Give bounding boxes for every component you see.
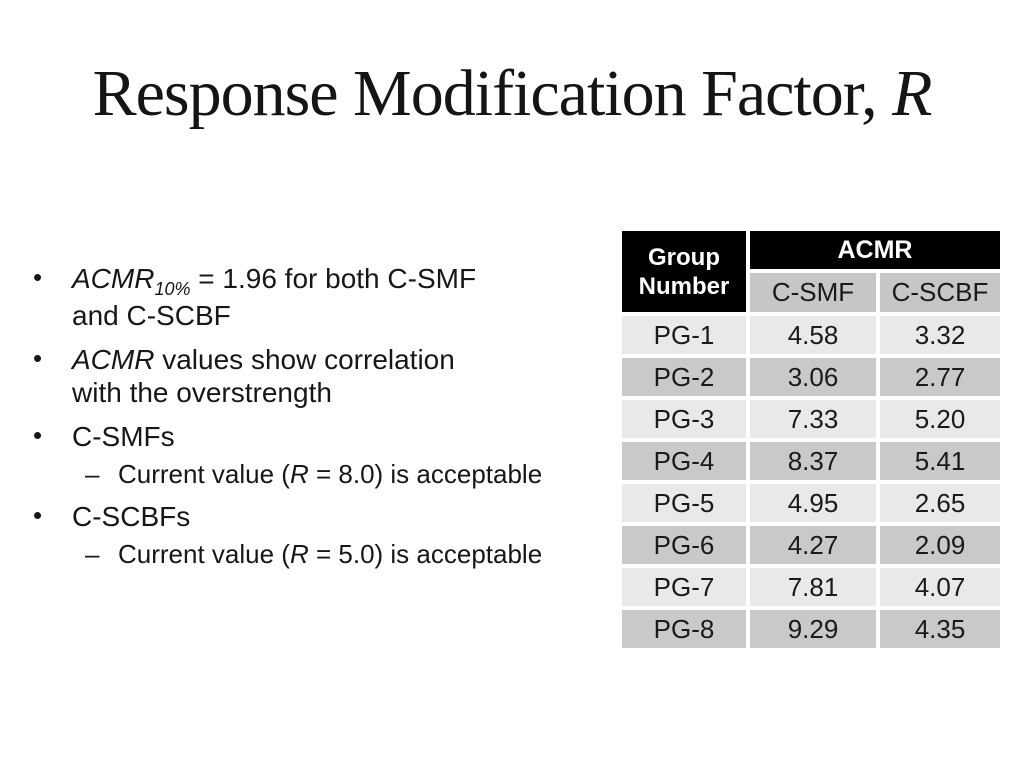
cell-value: 9.29	[750, 610, 876, 648]
bullet-text: ACMR10% = 1.96 for both C-SMF and C-SCBF	[72, 262, 502, 332]
cell-value: 2.77	[880, 358, 1000, 396]
cell-value: 4.35	[880, 610, 1000, 648]
dash-icon: –	[85, 539, 100, 569]
bullet-text: C-SMFs	[72, 421, 175, 452]
sub-text: = 8.0) is acceptable	[308, 459, 543, 489]
table-subheader-cscbf: C-SCBF	[880, 273, 1000, 312]
cell-value: 4.58	[750, 316, 876, 354]
dash-icon: –	[85, 459, 100, 489]
title-symbol: R	[892, 57, 932, 130]
bullet-text: C-SCBFs	[72, 501, 191, 532]
acmr-term: ACMR	[72, 263, 155, 294]
row-label: PG-7	[622, 568, 746, 606]
cell-value: 5.20	[880, 400, 1000, 438]
acmr-subscript: 10%	[154, 279, 191, 299]
cell-value: 3.06	[750, 358, 876, 396]
cell-value: 4.95	[750, 484, 876, 522]
row-label: PG-4	[622, 442, 746, 480]
bullet-text: ACMR values show correlation with the ov…	[72, 343, 502, 409]
row-label: PG-8	[622, 610, 746, 648]
bullet-icon: •	[33, 262, 43, 292]
r-symbol: R	[289, 539, 309, 569]
acmr-term: ACMR	[72, 344, 155, 375]
cell-value: 7.81	[750, 568, 876, 606]
row-label: PG-1	[622, 316, 746, 354]
bullet-icon: •	[33, 343, 43, 373]
row-label: PG-6	[622, 526, 746, 564]
page-title: Response Modification Factor, R	[0, 58, 1024, 129]
bullet-icon: •	[33, 420, 43, 450]
cell-value: 2.09	[880, 526, 1000, 564]
r-symbol: R	[289, 459, 309, 489]
table-header-acmr: ACMR	[750, 231, 1000, 269]
bullet-rest: values show correlation with the overstr…	[72, 344, 455, 408]
cell-value: 4.27	[750, 526, 876, 564]
table-header-group-number: Group Number	[622, 231, 746, 312]
title-text: Response Modification Factor,	[92, 57, 893, 130]
sub-text: Current value (	[118, 459, 290, 489]
row-label: PG-2	[622, 358, 746, 396]
cell-value: 7.33	[750, 400, 876, 438]
table-subheader-csmf: C-SMF	[750, 273, 876, 312]
bullet-list: • ACMR10% = 1.96 for both C-SMF and C-SC…	[33, 262, 598, 580]
sub-text: = 5.0) is acceptable	[308, 539, 543, 569]
bullet-item-csmfs: • C-SMFs	[33, 420, 598, 453]
row-label: PG-5	[622, 484, 746, 522]
acmr-table: Group Number ACMR C-SMF C-SCBF PG-1 4.58…	[622, 231, 1000, 648]
cell-value: 3.32	[880, 316, 1000, 354]
bullet-item-acmr10: • ACMR10% = 1.96 for both C-SMF and C-SC…	[33, 262, 598, 332]
sub-bullet-csmf-value: – Current value (R = 8.0) is acceptable	[85, 458, 598, 491]
bullet-item-correlation: • ACMR values show correlation with the …	[33, 343, 598, 409]
row-label: PG-3	[622, 400, 746, 438]
sub-bullet-cscbf-value: – Current value (R = 5.0) is acceptable	[85, 538, 598, 571]
bullet-icon: •	[33, 500, 43, 530]
sub-text: Current value (	[118, 539, 290, 569]
cell-value: 8.37	[750, 442, 876, 480]
cell-value: 4.07	[880, 568, 1000, 606]
cell-value: 5.41	[880, 442, 1000, 480]
bullet-item-cscbfs: • C-SCBFs	[33, 500, 598, 533]
cell-value: 2.65	[880, 484, 1000, 522]
bullet-rest: = 1.96 for both C-SMF and C-SCBF	[72, 263, 477, 331]
